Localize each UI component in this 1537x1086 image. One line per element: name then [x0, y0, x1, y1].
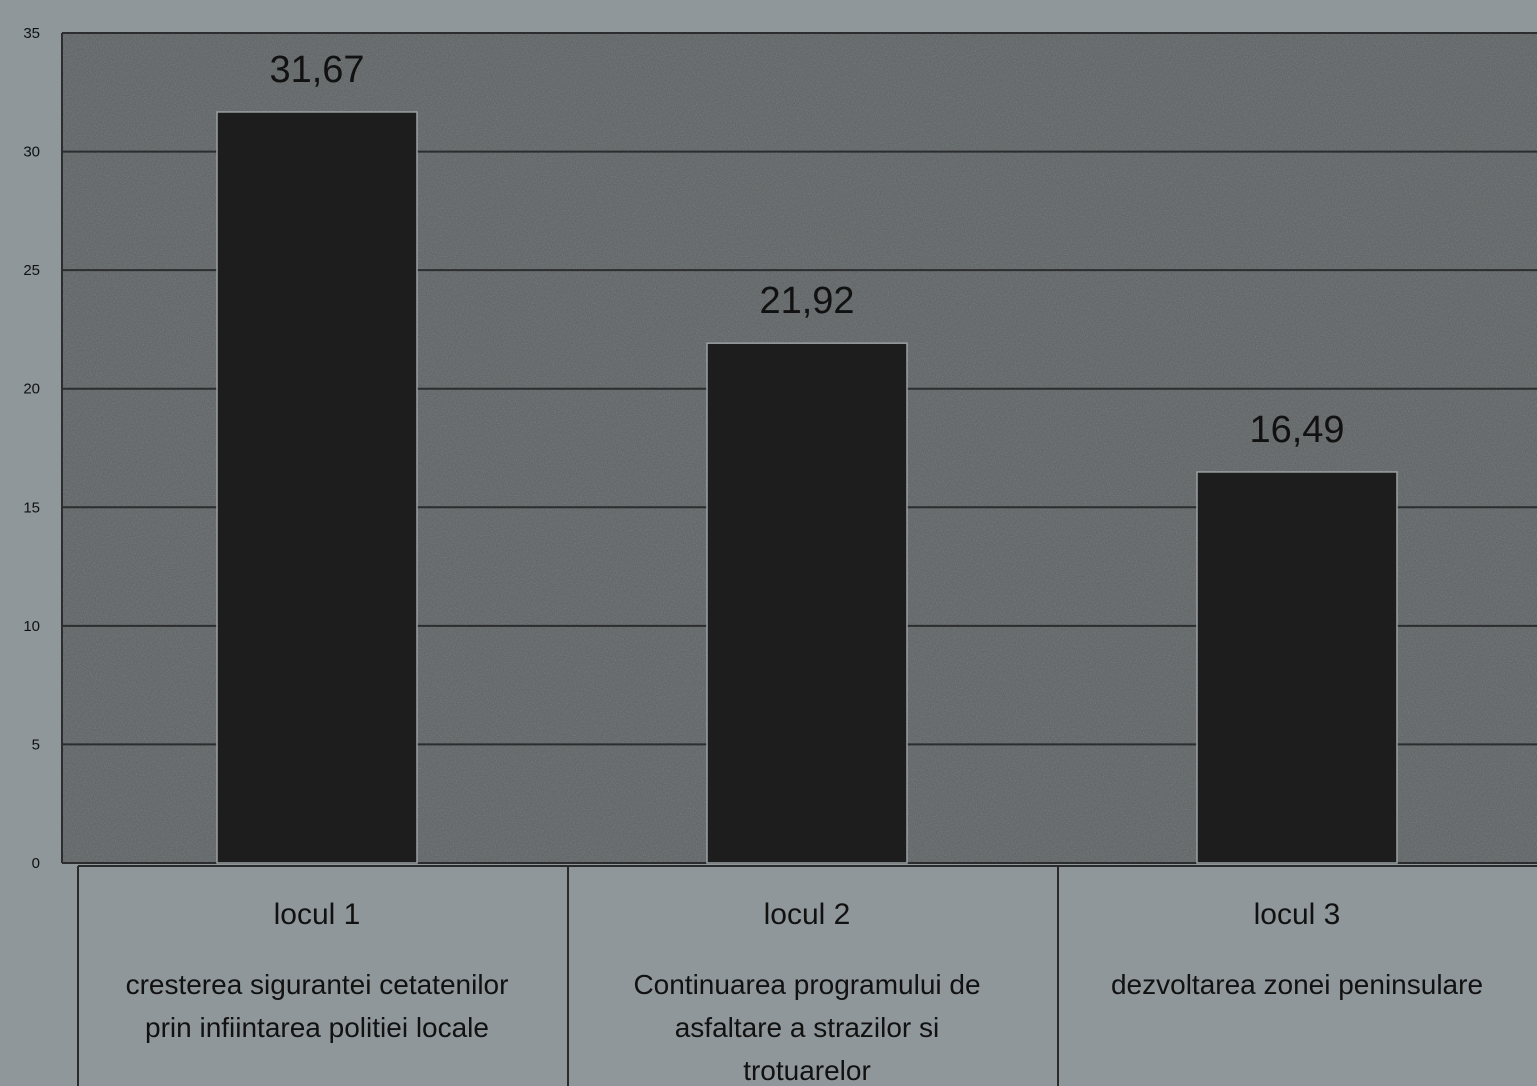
category-description-line: trotuarelor [743, 1055, 871, 1086]
category-description-line: Continuarea programului de [633, 969, 980, 1000]
bar-value-label: 31,67 [269, 49, 364, 91]
bars [216, 111, 1398, 864]
y-tick-label: 0 [32, 855, 40, 872]
category-table: locul 1 cresterea sigurantei cetatenilor p… [77, 865, 1537, 1086]
y-tick-label: 10 [23, 618, 40, 635]
category-label: locul 2 [764, 898, 851, 931]
y-tick-label: 5 [32, 736, 40, 753]
y-tick-label: 15 [23, 499, 40, 516]
bar [216, 111, 418, 864]
bar-value-label: 21,92 [759, 280, 854, 322]
y-tick-label: 30 [23, 144, 40, 161]
category-description-line: cresterea sigurantei cetatenilor [126, 969, 509, 1000]
category-description-line: asfaltare a strazilor si [675, 1012, 940, 1043]
category-label: locul 3 [1254, 898, 1341, 931]
bar [706, 342, 908, 864]
value-labels: 31,67 21,92 16,49 [269, 49, 1344, 451]
category-description-line: dezvoltarea zonei peninsulare [1111, 969, 1483, 1000]
y-tick-label: 25 [23, 262, 40, 279]
category-description-line: prin infiintarea politiei locale [145, 1012, 489, 1043]
y-tick-label: 35 [23, 25, 40, 42]
bar [1196, 471, 1398, 864]
category-label: locul 1 [274, 898, 361, 931]
y-tick-label: 20 [23, 381, 40, 398]
bar-value-label: 16,49 [1249, 409, 1344, 451]
